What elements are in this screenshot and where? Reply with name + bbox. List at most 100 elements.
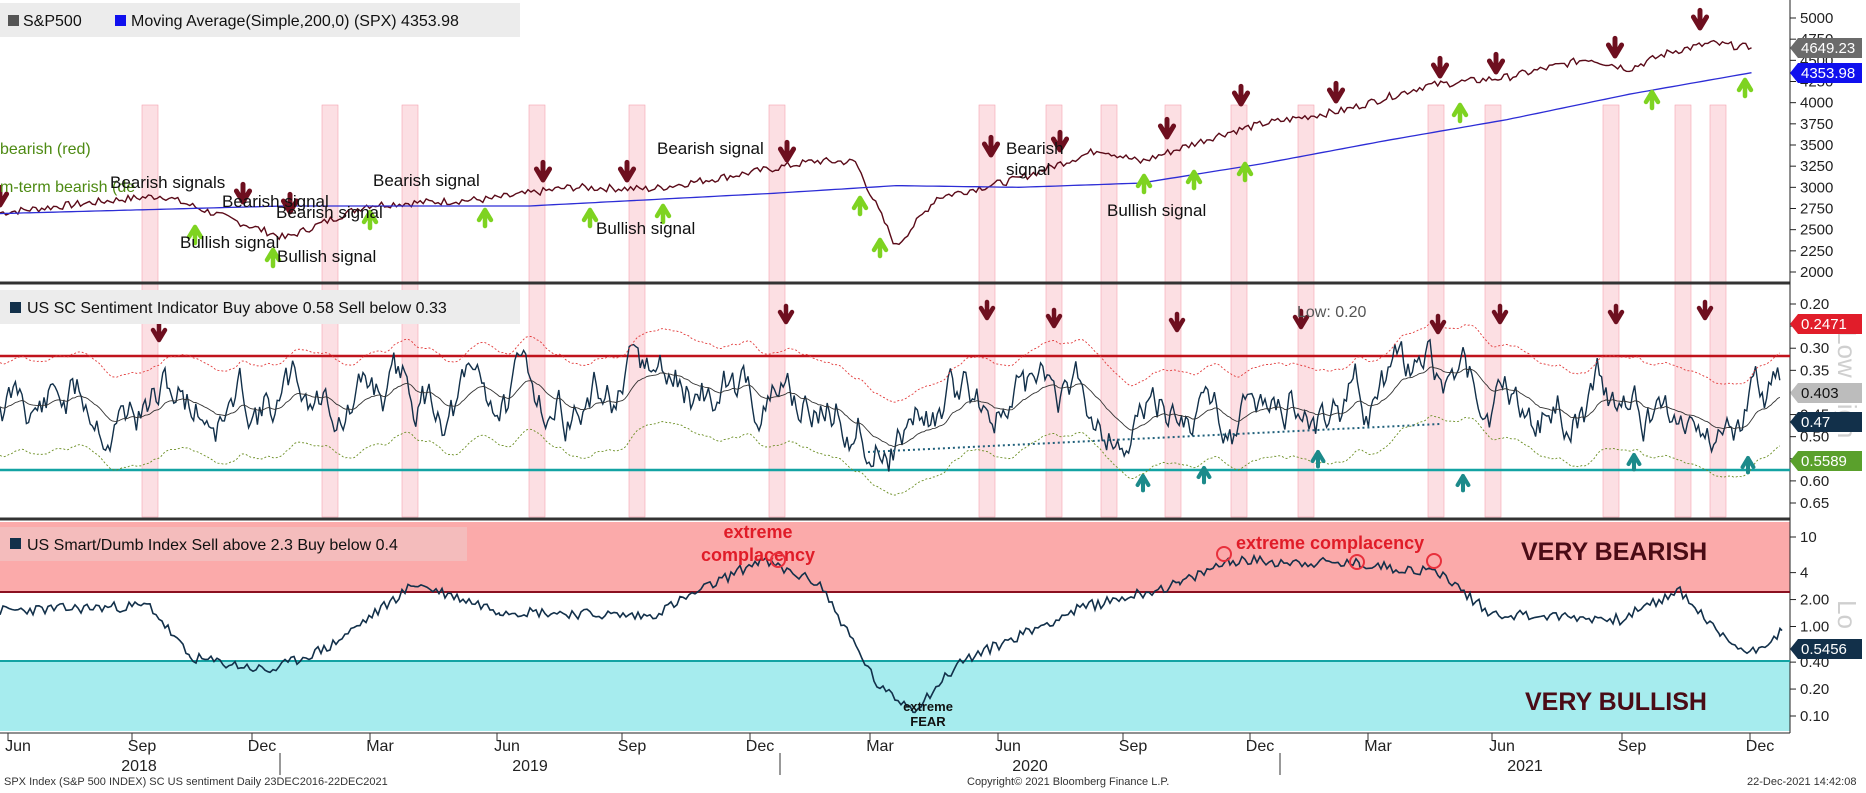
bear-arrow-mid-6 — [1292, 308, 1310, 330]
ma-tag-bg — [1790, 63, 1862, 83]
very-bullish-zone — [0, 661, 1790, 731]
x-month-label-8: Mar — [866, 738, 894, 755]
panel1-annotations: Bearish signals Bearish signal Bearish s… — [110, 139, 1206, 266]
smartdumb-tick-label-6: 0.20 — [1800, 681, 1829, 698]
sentiment-tag-1-label: 0.2471 — [1801, 316, 1847, 333]
bear-arrow-top-7 — [981, 134, 1001, 158]
x-month-label-1: Jun — [5, 738, 31, 755]
x-month-label-10: Sep — [1119, 738, 1148, 755]
smartdumb-tag-bg — [1790, 639, 1862, 659]
bear-arrow-mid-10 — [1696, 299, 1714, 321]
bull-arrow-top-2 — [264, 247, 282, 269]
price-tick-label-9: 3000 — [1800, 179, 1833, 196]
annotation-bearish-signals: Bearish signals — [110, 173, 225, 192]
bull-arrow-top-13 — [1643, 89, 1661, 111]
x-month-label-7: Dec — [746, 738, 774, 755]
smartdumb-panel-series — [0, 553, 1783, 714]
fear-label-a: extreme — [903, 699, 953, 714]
annotation-bullish-signal-1: Bullish signal — [180, 233, 279, 252]
price-tick-label-8: 3250 — [1800, 158, 1833, 175]
price-tick-label-5: 4000 — [1800, 95, 1833, 112]
annotation-bearish-signal-1: Bearish signal — [222, 192, 329, 211]
x-month-label-14: Sep — [1618, 738, 1647, 755]
left-note-bearish: bearish (red) — [0, 141, 91, 158]
sentiment-tick-label-9: 0.60 — [1800, 473, 1829, 490]
very-bearish-label: VERY BEARISH — [1521, 538, 1707, 566]
footer-left: SPX Index (S&P 500 INDEX) SC US sentimen… — [4, 776, 388, 788]
sentiment-tick-label-7: 0.50 — [1800, 429, 1829, 446]
smartdumb-tick-label-2: 4 — [1800, 565, 1808, 582]
annotation-bearish-signal-5b: signal — [1006, 160, 1050, 179]
bear-arrow-top-11 — [1326, 80, 1346, 104]
annotation-bullish-signal-2: Bullish signal — [277, 247, 376, 266]
sentiment-tag-2-label: 0.403 — [1801, 385, 1839, 402]
bear-arrow-top-12 — [1430, 55, 1450, 79]
sentiment-line — [0, 338, 1781, 472]
signal-band-5 — [628, 104, 646, 518]
annotation-bearish-signal-3: Bearish signal — [373, 171, 480, 190]
bull-arrow-top-14 — [1736, 77, 1754, 99]
sp500-legend-swatch — [8, 15, 19, 26]
x-month-label-2: Sep — [128, 738, 157, 755]
annotation-bearish-signal-2: Bearish signal — [276, 203, 383, 222]
smartdumb-legend-swatch — [10, 538, 21, 549]
annotation-bearish-signal-5a: Bearish — [1006, 139, 1064, 158]
bear-arrow-top-13 — [1486, 51, 1506, 75]
bear-arrow-top-10 — [1231, 83, 1251, 107]
bear-arrow-top-3 — [280, 191, 300, 215]
x-month-label-5: Jun — [494, 738, 520, 755]
smartdumb-line — [0, 553, 1783, 714]
smartdumb-tick-label-1: 10 — [1800, 529, 1817, 546]
sentiment-tick-label-1: 0.20 — [1800, 296, 1829, 313]
bear-arrow-top-14 — [1605, 35, 1625, 59]
teal-arrow-mid-1 — [1135, 473, 1151, 493]
smartdumb-tick-label-3: 2.00 — [1800, 592, 1829, 609]
signal-arrows — [0, 7, 1756, 493]
complacency-marker-1 — [770, 552, 786, 568]
sentiment-tag-4-label: 0.5589 — [1801, 453, 1847, 470]
bear-arrow-top-2 — [233, 181, 253, 205]
value-tags: 4649.23 4353.98 0.2471 0.403 0.47 0.5589 0.545… — [1790, 38, 1862, 659]
teal-arrow-mid-3 — [1310, 449, 1326, 469]
bull-arrow-top-10 — [1185, 169, 1203, 191]
complacency-marker-2 — [1216, 546, 1232, 562]
annotation-bullish-signal-4: Bullish signal — [1107, 201, 1206, 220]
bear-arrow-top-9 — [1157, 116, 1177, 140]
sp500-price-line — [0, 39, 1752, 246]
sentiment-lower-band — [0, 415, 1781, 496]
bear-arrow-top-4 — [533, 159, 553, 183]
smartdumb-tick-label-7: 0.10 — [1800, 708, 1829, 725]
price-tick-label-13: 2000 — [1800, 264, 1833, 281]
sentiment-tick-label-3: 0.30 — [1800, 340, 1829, 357]
bear-arrow-mid-9 — [1607, 303, 1625, 325]
signal-band-16 — [1674, 104, 1692, 518]
complacency-label-1a: extreme — [723, 522, 792, 542]
bull-arrow-top-11 — [1236, 161, 1254, 183]
bull-arrow-top-3 — [361, 209, 379, 231]
sentiment-tick-label-4: 0.35 — [1800, 362, 1829, 379]
x-month-label-6: Sep — [618, 738, 647, 755]
complacency-markers — [770, 546, 1442, 570]
bear-arrow-top-15 — [1690, 7, 1710, 31]
fear-label-b: FEAR — [910, 714, 946, 729]
bull-arrow-top-1 — [186, 224, 204, 246]
bear-arrow-mid-8 — [1491, 303, 1509, 325]
bear-arrow-top-1 — [0, 184, 10, 208]
annotation-bullish-signal-3: Bullish signal — [596, 219, 695, 238]
x-month-label-3: Dec — [248, 738, 276, 755]
sentiment-tag-2-bg — [1790, 383, 1862, 403]
complacency-marker-3 — [1349, 554, 1365, 570]
price-tag-bg — [1790, 38, 1862, 58]
bear-arrow-mid-1 — [150, 321, 168, 343]
ma-legend: Moving Average(Simple,200,0) (SPX) 4353.… — [131, 13, 459, 30]
bear-arrow-mid-5 — [1168, 311, 1186, 333]
bear-arrow-top-8 — [1050, 129, 1070, 153]
footer-copyright: Copyright© 2021 Bloomberg Finance L.P. — [967, 776, 1170, 788]
teal-arrow-mid-2 — [1196, 465, 1212, 485]
price-tick-label-7: 3500 — [1800, 137, 1833, 154]
sentiment-panel-series — [0, 322, 1781, 496]
x-year-label-2: 2019 — [512, 758, 548, 775]
sentiment-tick-label-10: 0.65 — [1800, 495, 1829, 512]
signal-band-13 — [1427, 104, 1445, 518]
